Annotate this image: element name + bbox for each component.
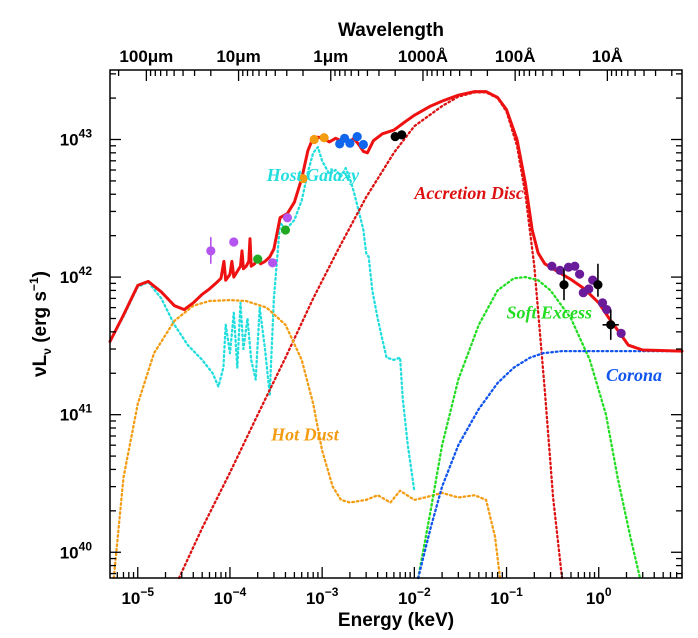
y-tick-label: 1043 (60, 127, 93, 150)
y-tick-label: 1042 (60, 264, 93, 287)
data-point-5 (282, 213, 293, 223)
data-point-15 (397, 130, 407, 140)
data-points (206, 130, 626, 340)
corona-curve (417, 349, 684, 580)
x-tick-label: 10−1 (490, 585, 523, 608)
data-point-17 (555, 265, 565, 275)
hot-dust-curve (112, 298, 502, 580)
x-tick-label: 10−3 (306, 585, 339, 608)
data-point-8 (319, 133, 329, 143)
data-point-4 (280, 225, 291, 235)
data-point-1 (229, 237, 239, 247)
label-soft-excess: Soft Excess (507, 303, 593, 323)
y-tick-label: 1041 (60, 402, 93, 425)
label-corona: Corona (606, 365, 662, 385)
label-accretion-disc: Accretion Disc (413, 183, 523, 203)
x-tick-label: 100 (586, 585, 612, 608)
x-tick-label: 10−2 (398, 585, 431, 608)
data-point-16 (547, 261, 557, 271)
top-tick-label: 1μm (313, 47, 348, 66)
axis-tick-labels: 10−5 10−4 10−3 10−2 10−1 100 1040 1041 1042 1043 1… (60, 47, 623, 608)
data-point-26 (597, 298, 608, 308)
data-point-11 (345, 138, 355, 148)
data-point-7 (309, 134, 319, 145)
data-point-6 (298, 173, 308, 184)
data-point-20 (570, 261, 580, 271)
label-host-galaxy: Host Galaxy (266, 165, 361, 185)
y-tick-label: 1040 (60, 539, 93, 562)
data-point-12 (352, 131, 362, 142)
accretion-disc-curve (177, 91, 564, 580)
axis-ticks (110, 70, 683, 578)
data-point-27 (602, 305, 612, 315)
data-point-3 (267, 258, 278, 268)
x-tick-label: 10−4 (214, 585, 247, 608)
soft-excess-curve (417, 275, 642, 580)
y-axis-title: νLν (erg s−1) (27, 271, 54, 377)
data-point-23 (584, 284, 594, 294)
top-axis-title: Wavelength (338, 20, 444, 41)
data-point-2 (253, 254, 263, 264)
top-tick-label: 1000Å (398, 47, 448, 66)
component-labels: Host Galaxy Accretion Disc Soft Excess Coro… (266, 165, 662, 444)
top-tick-label: 100μm (119, 47, 173, 66)
top-tick-label: 100Å (495, 47, 536, 66)
data-point-25 (593, 280, 603, 290)
plot-frame (109, 69, 683, 579)
data-point-13 (358, 139, 368, 150)
x-axis-title: Energy (keV) (338, 610, 454, 631)
label-hot-dust: Hot Dust (270, 424, 340, 444)
x-tick-label: 10−5 (121, 585, 154, 608)
data-point-21 (574, 269, 585, 279)
data-point-29 (616, 328, 626, 338)
data-point-28 (606, 320, 616, 330)
data-point-0 (206, 246, 216, 256)
data-point-18 (559, 280, 569, 290)
top-tick-label: 10Å (592, 47, 623, 66)
top-tick-label: 10μm (216, 47, 260, 66)
